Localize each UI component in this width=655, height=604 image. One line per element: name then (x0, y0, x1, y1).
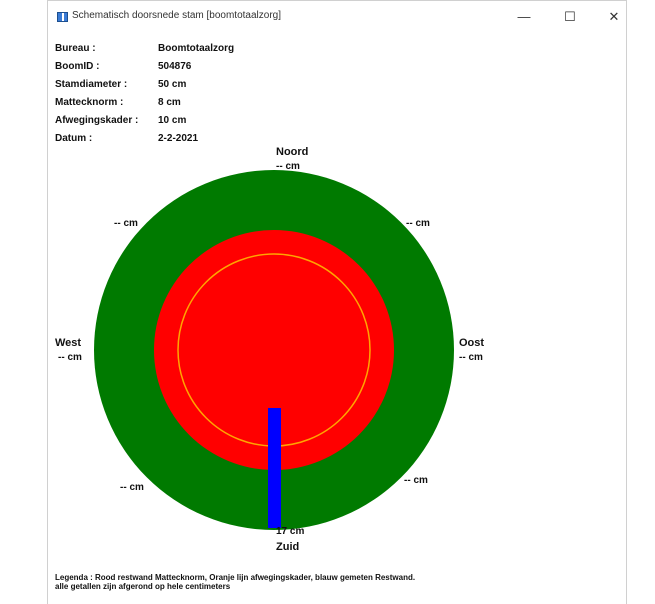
measurement-northeast: -- cm (406, 218, 430, 229)
info-row-mattecknorm: Mattecknorm : 8 cm (55, 94, 234, 112)
info-label: Bureau : (55, 43, 96, 54)
measurement-east: -- cm (459, 352, 483, 363)
maximize-button[interactable]: ☐ (564, 9, 576, 24)
measurement-northwest: -- cm (114, 218, 138, 229)
info-label: Stamdiameter : (55, 79, 128, 90)
info-value: 50 cm (158, 79, 187, 90)
info-value: 504876 (158, 61, 192, 72)
info-label: BoomID : (55, 61, 100, 72)
trunk-cross-section (94, 170, 454, 530)
info-label: Mattecknorm : (55, 97, 124, 108)
minimize-button[interactable]: — (517, 9, 531, 24)
info-value: 10 cm (158, 115, 187, 126)
title-bar[interactable]: Schematisch doorsnede stam [boomtotaalzo… (48, 1, 626, 31)
direction-north-label: Noord (276, 146, 309, 158)
close-button[interactable]: ✕ (608, 9, 620, 24)
info-row-afwegingskader: Afwegingskader : 10 cm (55, 112, 234, 130)
measured-restwand-bar (268, 408, 281, 528)
restwand-circle (154, 230, 394, 470)
info-value: Boomtotaalzorg (158, 43, 235, 54)
info-value: 2-2-2021 (158, 133, 199, 144)
info-row-boomid: BoomID : 504876 (55, 58, 234, 76)
direction-west-label: West (55, 337, 82, 349)
direction-south-label: Zuid (276, 541, 300, 553)
legend-line-1: Legenda : Rood restwand Mattecknorm, Ora… (55, 573, 416, 582)
measurement-west: -- cm (58, 352, 82, 363)
measurement-southwest: -- cm (120, 482, 144, 493)
window-title: Schematisch doorsnede stam [boomtotaalzo… (72, 10, 281, 21)
direction-east-label: Oost (459, 337, 485, 349)
info-value: 8 cm (158, 97, 181, 108)
info-row-stamdiameter: Stamdiameter : 50 cm (55, 76, 234, 94)
info-label: Datum : (55, 133, 93, 144)
window-frame-left (47, 0, 48, 604)
measurement-southeast: -- cm (404, 475, 428, 486)
info-label: Afwegingskader : (55, 115, 139, 126)
info-row-bureau: Bureau : Boomtotaalzorg (55, 40, 234, 58)
measurement-north: -- cm (276, 161, 300, 172)
app-icon (57, 12, 68, 22)
tree-info-panel: Bureau : Boomtotaalzorg BoomID : 504876 … (55, 40, 234, 148)
measurement-south: 17 cm (276, 526, 305, 537)
window-frame-right (626, 0, 627, 604)
legend: Legenda : Rood restwand Mattecknorm, Ora… (55, 573, 415, 591)
window-frame-top (47, 0, 627, 1)
legend-line-2: alle getallen zijn afgerond op hele cent… (55, 582, 231, 591)
info-row-datum: Datum : 2-2-2021 (55, 130, 234, 148)
